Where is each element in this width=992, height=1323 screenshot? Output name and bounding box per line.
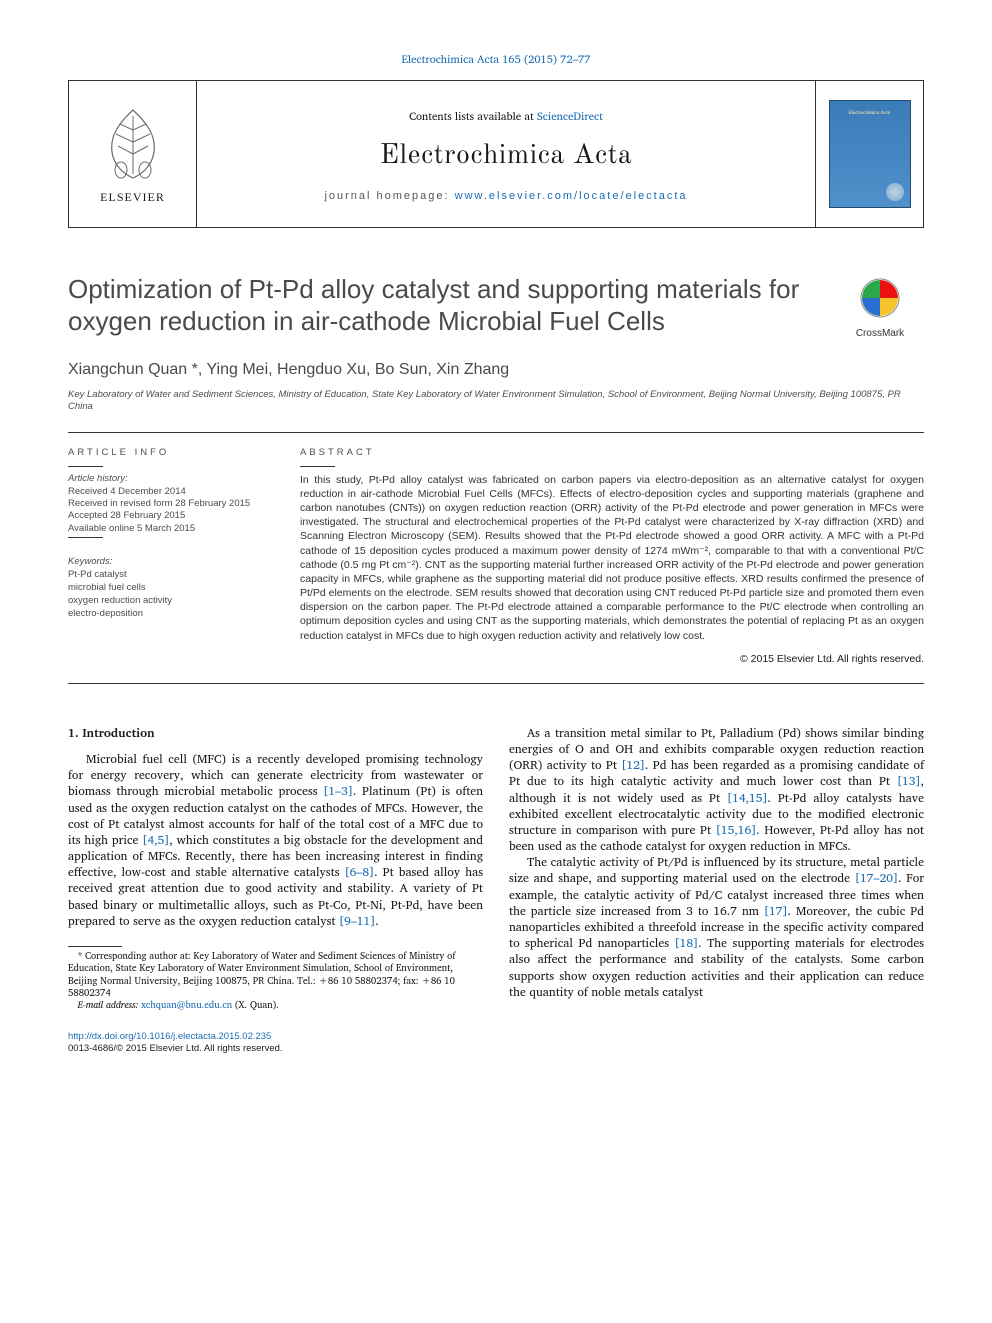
authors-line: Xiangchun Quan *, Ying Mei, Hengduo Xu, … — [68, 361, 924, 379]
sciencedirect-link[interactable]: ScienceDirect — [537, 107, 603, 125]
section-title-intro: 1. Introduction — [68, 726, 483, 742]
contents-prefix: Contents lists available at — [409, 107, 537, 125]
email-suffix: (X. Quan). — [232, 998, 279, 1013]
footnote-email: E-mail address: xchquan@bnu.edu.cn (X. Q… — [68, 1000, 483, 1012]
meta-row: ARTICLE INFO Article history: Received 4… — [68, 433, 924, 679]
intro-para-3: The catalytic activity of Pt/Pd is influ… — [509, 855, 924, 1001]
article-info-col: ARTICLE INFO Article history: Received 4… — [68, 433, 300, 679]
journal-header-center: Contents lists available at ScienceDirec… — [197, 81, 815, 227]
abstract-heading: ABSTRACT — [300, 447, 924, 458]
meta-rule-bottom — [68, 683, 924, 684]
mini-rule-2 — [68, 537, 103, 538]
ref-link[interactable]: [9–11] — [339, 912, 375, 931]
body-columns: 1. Introduction Microbial fuel cell (MFC… — [68, 726, 924, 1013]
keyword: Pt-Pd catalyst — [68, 569, 284, 582]
keyword: microbial fuel cells — [68, 582, 284, 595]
footnote-rule — [68, 946, 122, 947]
intro-para-1: Microbial fuel cell (MFC) is a recently … — [68, 752, 483, 930]
doi-block: http://dx.doi.org/10.1016/j.electacta.20… — [68, 1031, 924, 1056]
crossmark-label: CrossMark — [836, 328, 924, 339]
doi-link[interactable]: http://dx.doi.org/10.1016/j.electacta.20… — [68, 1031, 271, 1042]
cover-title: Electrochimica Acta — [830, 109, 910, 117]
issn-copyright: 0013-4686/© 2015 Elsevier Ltd. All right… — [68, 1043, 283, 1054]
journal-name: Electrochimica Acta — [380, 139, 633, 174]
history-accepted: Accepted 28 February 2015 — [68, 510, 284, 522]
abstract-copyright: © 2015 Elsevier Ltd. All rights reserved… — [300, 653, 924, 665]
journal-homepage-link[interactable]: www.elsevier.com/locate/electacta — [455, 190, 688, 202]
journal-homepage-line: journal homepage: www.elsevier.com/locat… — [324, 190, 687, 202]
keyword: oxygen reduction activity — [68, 595, 284, 608]
journal-issue-line: Electrochimica Acta 165 (2015) 72–77 — [68, 50, 924, 68]
mini-rule-1 — [68, 466, 103, 467]
publisher-cell: ELSEVIER — [69, 81, 197, 227]
keywords-block: Keywords: Pt-Pd catalyst microbial fuel … — [68, 556, 284, 620]
email-label: E-mail address: — [78, 998, 142, 1013]
keywords-heading: Keywords: — [68, 556, 284, 567]
abstract-text: In this study, Pt-Pd alloy catalyst was … — [300, 473, 924, 643]
journal-cover-thumb: Electrochimica Acta — [829, 100, 911, 208]
homepage-label: journal homepage: — [324, 190, 454, 202]
journal-header-box: ELSEVIER Contents lists available at Sci… — [68, 80, 924, 228]
cover-globe-icon — [886, 183, 904, 201]
elsevier-tree-logo — [98, 104, 168, 186]
elsevier-label: ELSEVIER — [100, 190, 165, 205]
journal-cover-cell: Electrochimica Acta — [815, 81, 923, 227]
article-info-heading: ARTICLE INFO — [68, 447, 284, 458]
article-title: Optimization of Pt-Pd alloy catalyst and… — [68, 274, 818, 337]
contents-line: Contents lists available at ScienceDirec… — [409, 107, 603, 125]
title-block: Optimization of Pt-Pd alloy catalyst and… — [68, 274, 924, 339]
footnote-text: * Corresponding author at: Key Laborator… — [68, 951, 483, 1000]
crossmark-badge[interactable]: CrossMark — [836, 278, 924, 339]
affiliation-line: Key Laboratory of Water and Sediment Sci… — [68, 389, 924, 414]
email-link[interactable]: xchquan@bnu.edu.cn — [141, 998, 232, 1013]
history-online: Available online 5 March 2015 — [68, 523, 284, 535]
crossmark-icon — [860, 278, 900, 318]
intro-para-2: As a transition metal similar to Pt, Pal… — [509, 726, 924, 856]
history-received: Received 4 December 2014 — [68, 486, 284, 498]
history-revised: Received in revised form 28 February 201… — [68, 498, 284, 510]
history-heading: Article history: — [68, 473, 284, 484]
abstract-col: ABSTRACT In this study, Pt-Pd alloy cata… — [300, 433, 924, 679]
para-text: . — [375, 912, 378, 931]
keyword: electro-deposition — [68, 608, 284, 621]
journal-issue-link[interactable]: Electrochimica Acta 165 (2015) 72–77 — [401, 50, 590, 68]
corresponding-author-footnote: * Corresponding author at: Key Laborator… — [68, 951, 483, 1013]
mini-rule-3 — [300, 466, 335, 467]
